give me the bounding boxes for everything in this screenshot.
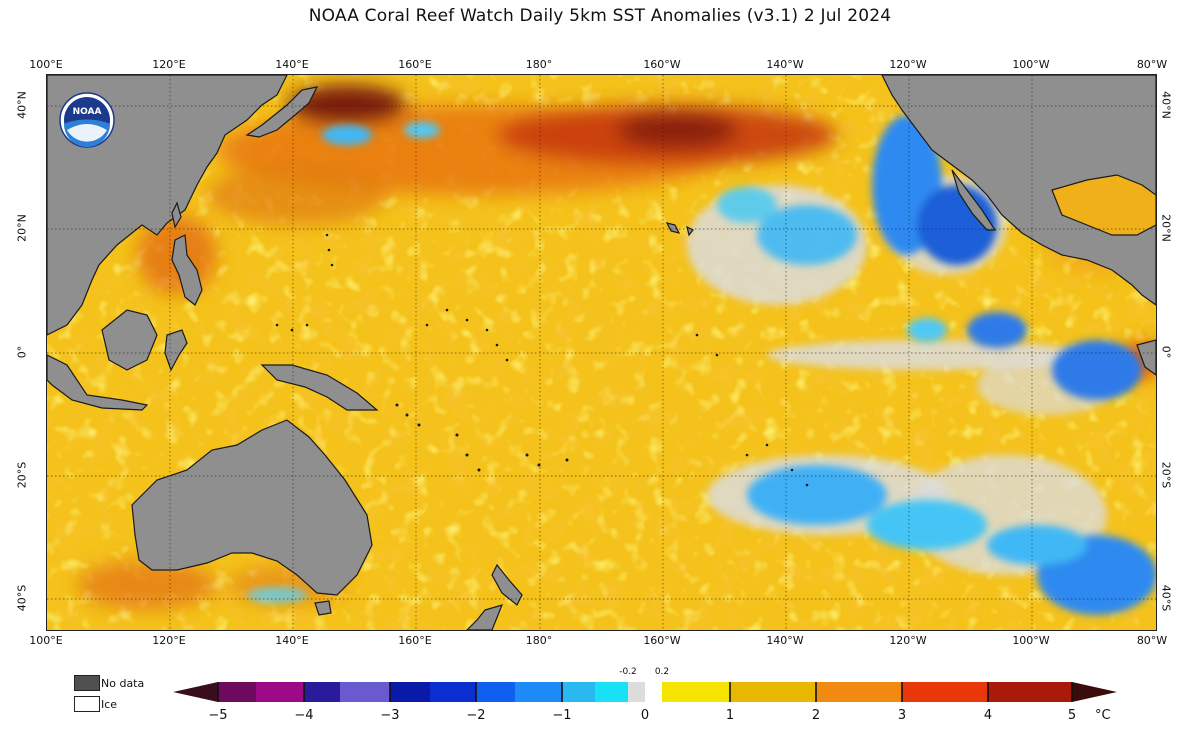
- sst-anomaly-map: NOAA: [46, 74, 1157, 631]
- lon-label-bottom: 100°E: [29, 634, 63, 647]
- lon-label-top: 120°W: [889, 58, 927, 71]
- australia-landmass: [131, 419, 373, 596]
- philippines-landmass: [171, 234, 203, 306]
- cool-anomalies: [247, 115, 1156, 615]
- lat-label-right: 40°N: [1159, 91, 1173, 119]
- lon-label-bottom: 100°W: [1012, 634, 1050, 647]
- colorbar-unit: °C: [1095, 708, 1111, 723]
- japan-landmass: [245, 86, 319, 138]
- lon-label-bottom: 120°W: [889, 634, 927, 647]
- lon-label-top: 120°E: [152, 58, 186, 71]
- sumatra-java-landmass: [47, 354, 149, 411]
- noaa-logo: NOAA: [59, 92, 115, 148]
- lon-label-top: 160°E: [398, 58, 432, 71]
- south-america-landmass: [1136, 339, 1156, 376]
- lat-label-left: 40°N: [15, 91, 29, 119]
- colorbar-tick: 5: [1067, 708, 1077, 723]
- colorbar-tick: −2: [466, 708, 486, 723]
- colorbar-tick: −1: [552, 708, 572, 723]
- lat-label-left: 0°: [15, 345, 29, 359]
- ice-swatch: [74, 696, 100, 712]
- lat-label-right: 20°S: [1159, 461, 1173, 489]
- colorbar-tick: −3: [380, 708, 400, 723]
- colorbar-tick: −4: [294, 708, 314, 723]
- lon-label-top: 140°W: [766, 58, 804, 71]
- lat-label-right: 0°: [1159, 345, 1173, 359]
- colorbar-tick: 2: [811, 708, 821, 723]
- lat-label-right: 40°S: [1159, 584, 1173, 612]
- tasmania-landmass: [314, 600, 332, 616]
- lon-label-bottom: 120°E: [152, 634, 186, 647]
- colorbar-segments: [218, 682, 1072, 702]
- lon-label-top: 100°E: [29, 58, 63, 71]
- gulf-of-mexico-water: [1051, 174, 1156, 236]
- lon-label-top: 140°E: [275, 58, 309, 71]
- colorbar-tick: 3: [897, 708, 907, 723]
- lon-label-bottom: 180°: [525, 634, 553, 647]
- nz-south-island: [466, 604, 504, 630]
- hawaii-islands: [665, 222, 681, 234]
- no-data-label: No data: [101, 677, 145, 690]
- colorbar-tick: 1: [725, 708, 735, 723]
- lon-label-top: 180°: [525, 58, 553, 71]
- lon-label-bottom: 80°W: [1136, 634, 1168, 647]
- lat-label-left: 20°N: [15, 214, 29, 242]
- lon-label-top: 80°W: [1136, 58, 1168, 71]
- lat-label-left: 20°S: [15, 461, 29, 489]
- borneo-landmass: [101, 309, 158, 371]
- ice-label: Ice: [101, 698, 118, 711]
- colorbar-minor-tick: -0.2: [619, 667, 637, 677]
- colorbar-minor-tick: 0.2: [654, 667, 670, 677]
- nz-north-island: [491, 563, 523, 606]
- lon-label-bottom: 160°E: [398, 634, 432, 647]
- lon-label-bottom: 160°W: [643, 634, 681, 647]
- colorbar-tick: 4: [983, 708, 993, 723]
- land: [47, 75, 1156, 630]
- map-canvas: NOAA: [47, 75, 1156, 630]
- colorbar-high-arrow: [1072, 682, 1117, 702]
- lon-label-top: 100°W: [1012, 58, 1050, 71]
- colorbar-dividers: [217, 682, 1073, 702]
- colorbar: [173, 682, 1117, 702]
- lat-label-left: 40°S: [15, 584, 29, 612]
- baja-california-landmass: [951, 169, 997, 231]
- no-data-swatch: [74, 675, 100, 691]
- colorbar-tick: −5: [208, 708, 228, 723]
- new-guinea-landmass: [260, 364, 379, 411]
- taiwan-landmass: [171, 201, 182, 229]
- sulawesi-landmass: [164, 329, 188, 372]
- lon-label-top: 160°W: [643, 58, 681, 71]
- lon-label-bottom: 140°E: [275, 634, 309, 647]
- graticule: [47, 75, 1156, 630]
- lat-label-right: 20°N: [1159, 214, 1173, 242]
- colorbar-tick: 0: [640, 708, 650, 723]
- north-america-landmass: [881, 75, 1156, 306]
- colorbar-low-arrow: [173, 682, 218, 702]
- pacific-islands: [275, 233, 809, 487]
- lon-label-bottom: 140°W: [766, 634, 804, 647]
- noaa-logo-text: NOAA: [73, 107, 102, 117]
- chart-title: NOAA Coral Reef Watch Daily 5km SST Anom…: [308, 6, 892, 26]
